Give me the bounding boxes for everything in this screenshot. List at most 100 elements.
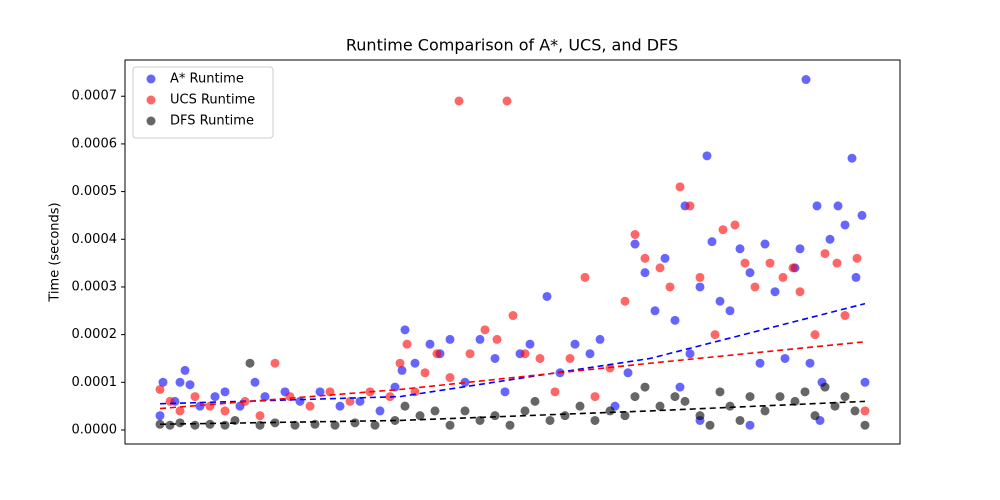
data-point xyxy=(755,358,765,368)
data-point xyxy=(660,253,670,263)
y-tick-label: 0.0000 xyxy=(72,422,118,437)
data-point xyxy=(155,411,165,421)
data-point xyxy=(670,392,680,402)
data-point xyxy=(705,420,715,430)
data-point xyxy=(575,401,585,411)
data-point xyxy=(620,411,630,421)
data-point xyxy=(590,392,600,402)
data-point xyxy=(220,420,230,430)
data-point xyxy=(400,325,410,335)
data-point xyxy=(640,382,650,392)
data-point xyxy=(800,387,810,397)
data-point xyxy=(860,406,870,416)
data-point xyxy=(695,411,705,421)
data-point xyxy=(740,258,750,268)
data-point xyxy=(220,387,230,397)
data-point xyxy=(605,406,615,416)
data-point xyxy=(500,387,510,397)
data-point xyxy=(735,415,745,425)
y-tick-label: 0.0001 xyxy=(72,375,118,390)
data-point xyxy=(655,401,665,411)
data-point xyxy=(801,75,811,85)
data-point xyxy=(650,306,660,316)
data-point xyxy=(852,253,862,263)
data-point xyxy=(590,415,600,425)
data-point xyxy=(790,396,800,406)
data-point xyxy=(285,392,295,402)
trend-line xyxy=(159,340,866,410)
trend-line xyxy=(159,302,866,405)
data-point xyxy=(185,380,195,390)
data-point xyxy=(345,396,355,406)
data-point xyxy=(565,353,575,363)
data-point xyxy=(432,349,442,359)
data-point xyxy=(595,334,605,344)
data-point xyxy=(315,387,325,397)
data-point xyxy=(175,377,185,387)
data-point xyxy=(840,392,850,402)
data-point xyxy=(520,349,530,359)
chart-title: Runtime Comparison of A*, UCS, and DFS xyxy=(346,36,678,55)
data-point xyxy=(770,287,780,297)
y-tick-label: 0.0006 xyxy=(72,136,118,151)
data-point xyxy=(725,306,735,316)
data-point xyxy=(695,282,705,292)
data-point xyxy=(525,339,535,349)
data-point xyxy=(812,201,822,211)
data-point xyxy=(750,282,760,292)
data-point xyxy=(245,358,255,368)
data-point xyxy=(465,349,475,359)
data-point xyxy=(490,353,500,363)
data-point xyxy=(630,392,640,402)
data-point xyxy=(290,420,300,430)
data-point xyxy=(295,396,305,406)
data-point xyxy=(830,401,840,411)
data-point xyxy=(745,392,755,402)
data-point xyxy=(402,339,412,349)
data-point xyxy=(530,396,540,406)
data-point xyxy=(585,349,595,359)
data-point xyxy=(850,406,860,416)
data-point xyxy=(765,258,775,268)
data-point xyxy=(210,392,220,402)
data-point xyxy=(833,201,843,211)
data-point xyxy=(810,330,820,340)
legend-label: A* Runtime xyxy=(170,72,244,87)
data-point xyxy=(702,151,712,161)
data-point xyxy=(355,396,365,406)
legend-marker xyxy=(146,74,156,84)
plot-frame xyxy=(124,59,901,445)
data-point xyxy=(820,382,830,392)
y-tick-label: 0.0004 xyxy=(72,232,118,247)
y-tick-label: 0.0007 xyxy=(72,89,118,104)
legend-box xyxy=(132,66,274,139)
data-point xyxy=(778,272,788,282)
data-point xyxy=(745,268,755,278)
data-point xyxy=(545,415,555,425)
data-point xyxy=(335,401,345,411)
data-point xyxy=(158,377,168,387)
data-point xyxy=(680,396,690,406)
data-point xyxy=(851,272,861,282)
data-point xyxy=(710,330,720,340)
data-point xyxy=(810,411,820,421)
data-point xyxy=(745,420,755,430)
y-tick-label: 0.0003 xyxy=(72,279,118,294)
data-point xyxy=(375,406,385,416)
data-point xyxy=(397,365,407,375)
data-point xyxy=(640,253,650,263)
data-point xyxy=(508,311,518,321)
data-point xyxy=(550,387,560,397)
data-point xyxy=(480,325,490,335)
data-point xyxy=(725,401,735,411)
data-point xyxy=(760,406,770,416)
data-point xyxy=(175,406,185,416)
data-point xyxy=(730,220,740,230)
data-point xyxy=(395,358,405,368)
data-point xyxy=(675,382,685,392)
legend: A* Runtime UCS Runtime DFS Runtime xyxy=(132,66,274,139)
data-point xyxy=(857,210,867,220)
data-point xyxy=(825,234,835,244)
data-point xyxy=(630,230,640,240)
data-point xyxy=(255,411,265,421)
